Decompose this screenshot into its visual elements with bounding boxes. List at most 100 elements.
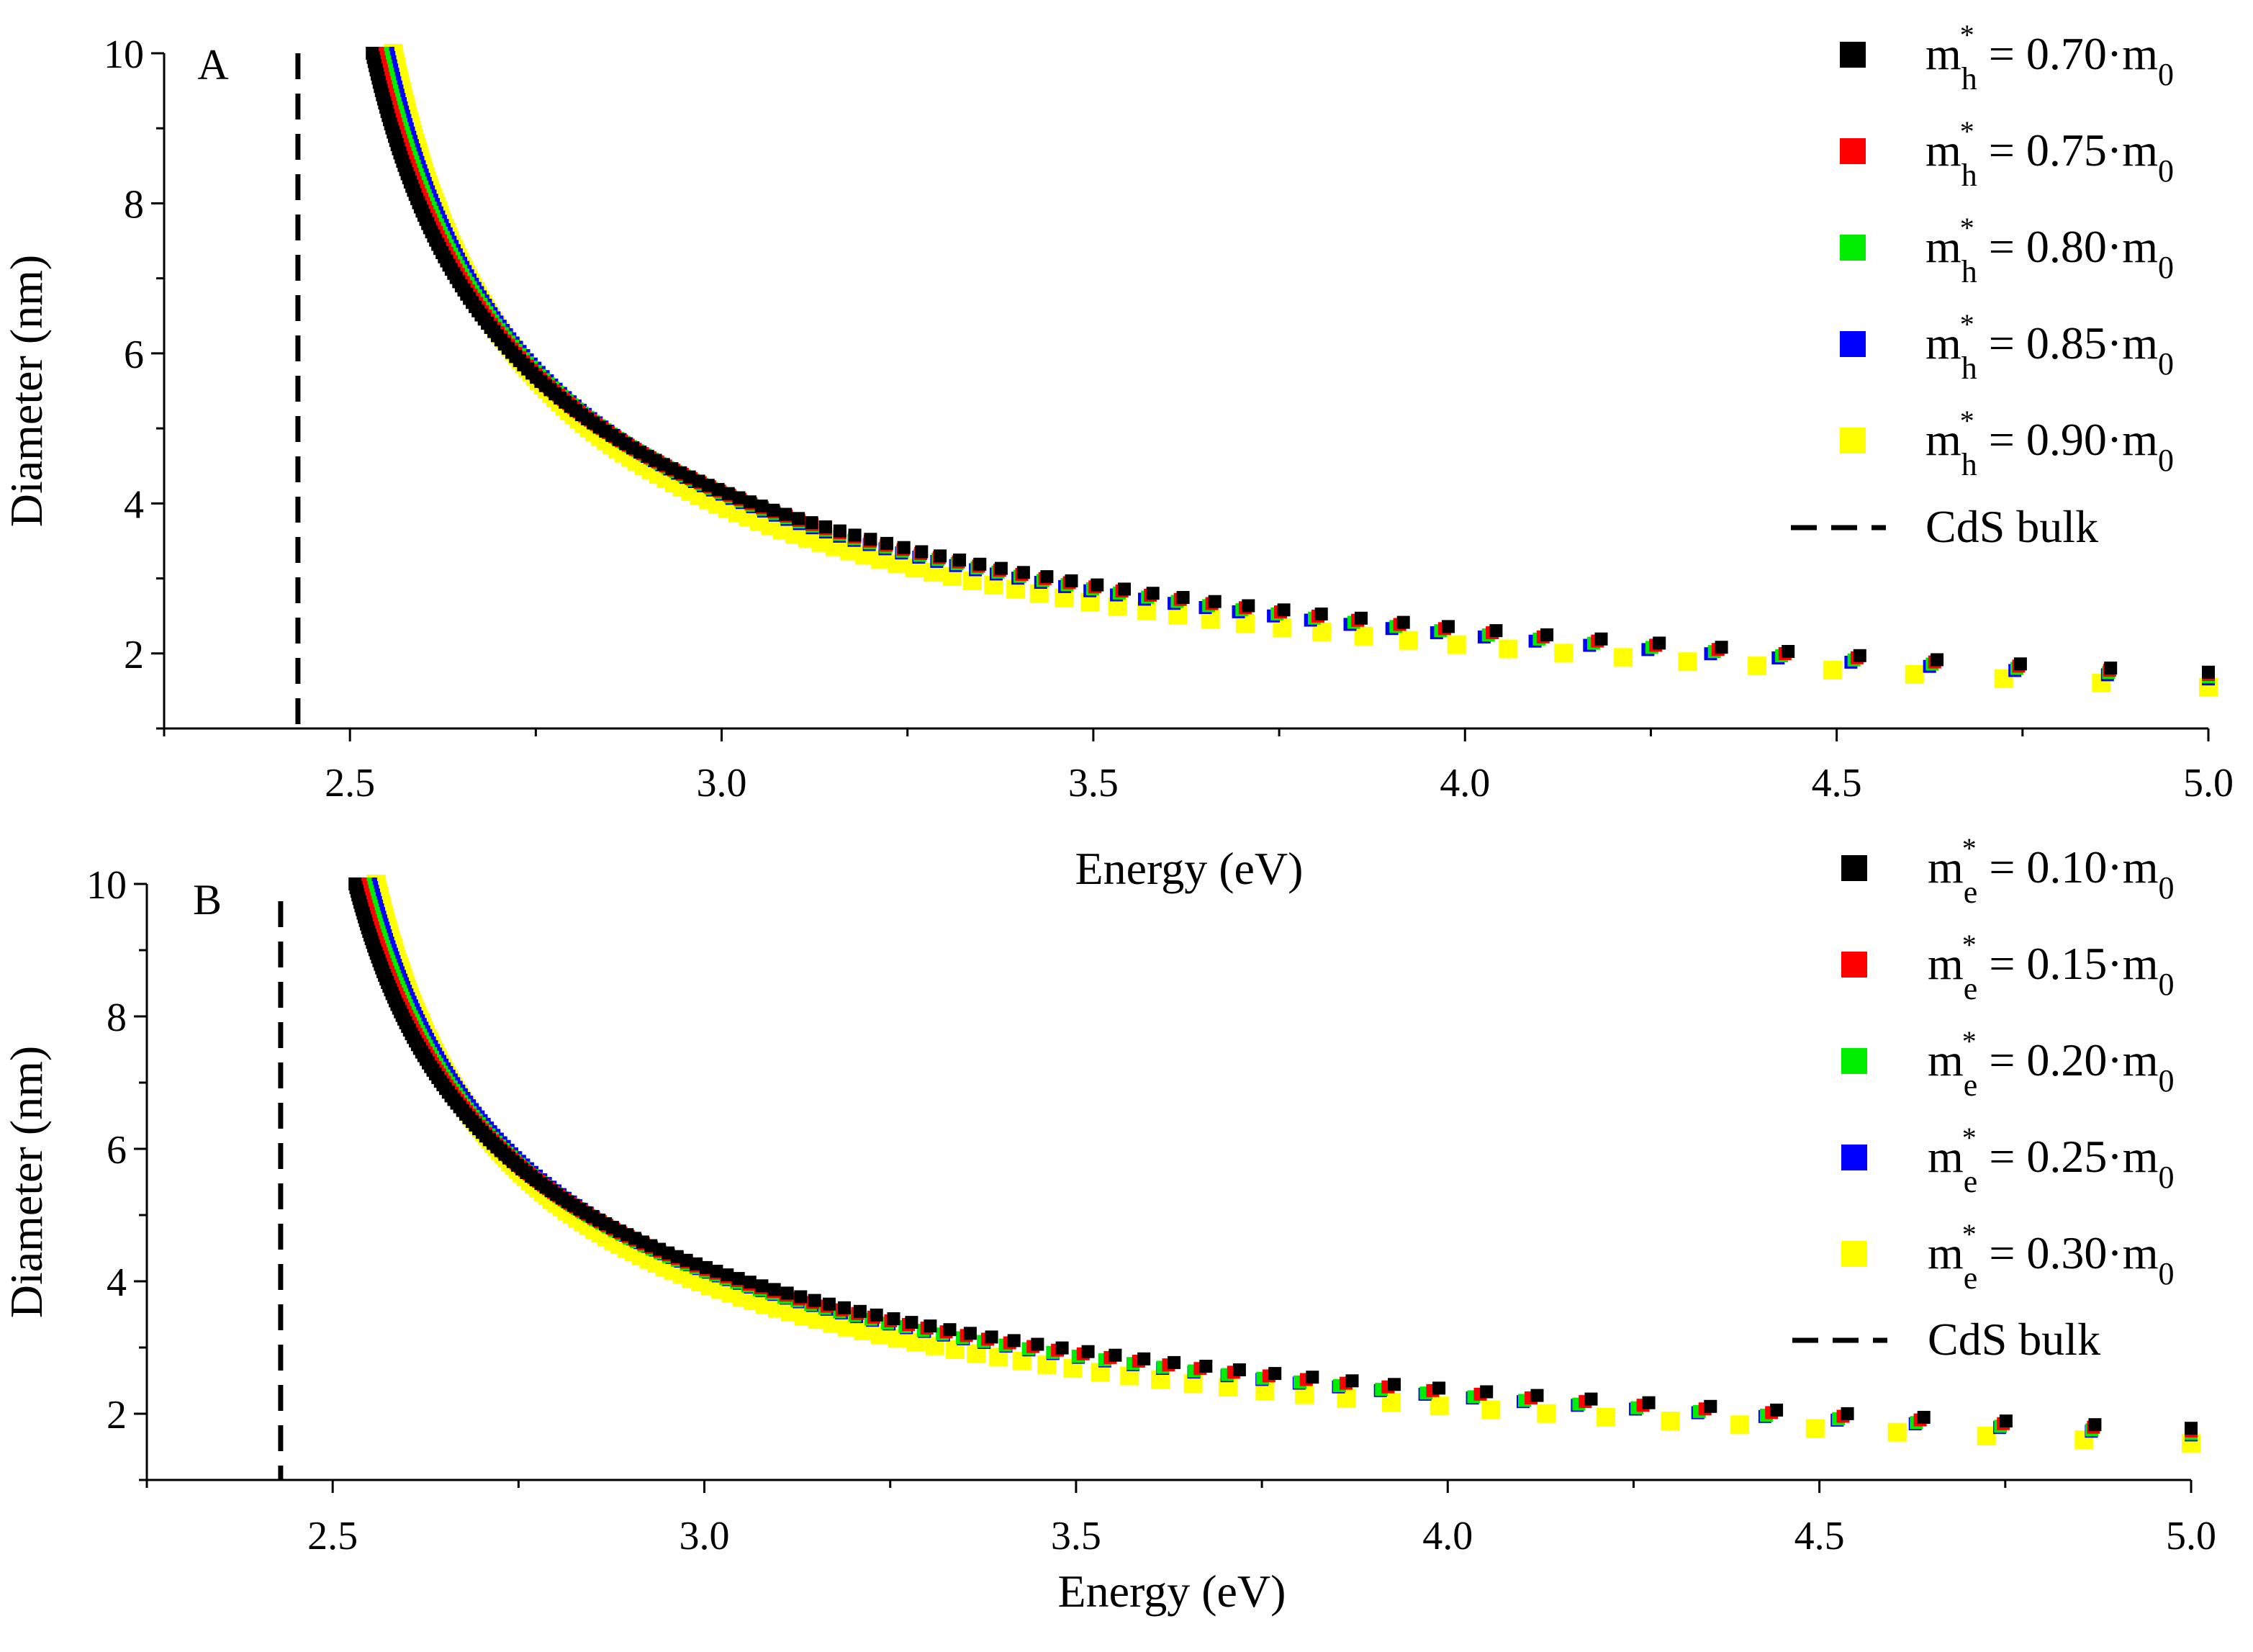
legend-item-bulk: CdS bulk: [1792, 1314, 2100, 1365]
data-point: [864, 533, 877, 546]
data-point: [880, 536, 893, 550]
data-point: [1999, 1414, 2013, 1428]
data-point: [1091, 578, 1104, 592]
y-tick-label: 2: [124, 633, 144, 677]
data-point: [1146, 587, 1160, 600]
data-point: [905, 1316, 918, 1330]
data-point: [1208, 595, 1222, 608]
legend-item-5: m* h = 0.90·m0: [1840, 405, 2174, 482]
data-point: [1887, 1422, 1907, 1442]
data-point: [994, 561, 1008, 575]
data-point: [1905, 664, 1924, 684]
data-point: [1805, 1419, 1825, 1438]
x-tick-label: 4.0: [1422, 1514, 1473, 1558]
series-3-markers: [358, 877, 2198, 1440]
data-point: [1823, 661, 1842, 680]
legend-label: CdS bulk: [1928, 1314, 2100, 1365]
y-tick-label: 6: [107, 1128, 127, 1173]
data-point: [2088, 1418, 2102, 1432]
data-point: [822, 1297, 836, 1311]
y-axis-title: Diameter (nm): [1, 255, 52, 528]
data-point: [792, 512, 805, 525]
legend-item-3: m* e = 0.20·m0: [1841, 1025, 2175, 1103]
data-point: [1782, 645, 1795, 658]
data-point: [848, 528, 862, 542]
data-point: [755, 1279, 769, 1293]
legend-item-2: m* e = 0.15·m0: [1841, 929, 2175, 1006]
series-1-markers: [366, 47, 2215, 679]
data-markers: [366, 44, 2218, 697]
x-axis-title: Energy (eV): [1058, 1566, 1286, 1617]
data-point: [1345, 1374, 1359, 1388]
legend: m* h = 0.70·m0 m* h = 0.75·m0 m* h = 0.80·m0 m…: [1791, 19, 2174, 552]
data-point: [2104, 662, 2118, 675]
data-point: [767, 503, 780, 517]
data-point: [897, 541, 911, 554]
data-point: [1399, 631, 1418, 650]
data-point: [1554, 644, 1574, 663]
data-point: [1537, 1404, 1556, 1423]
legend-label: CdS bulk: [1925, 501, 2098, 552]
data-point: [1242, 599, 1255, 613]
data-point: [1199, 1360, 1213, 1373]
panel-label: A: [197, 41, 228, 89]
data-point: [779, 507, 793, 521]
legend-marker: [1841, 1145, 1867, 1170]
data-point: [1481, 1400, 1501, 1419]
data-point: [690, 1257, 703, 1270]
legend-label: m* e = 0.30·m0: [1928, 1218, 2175, 1296]
legend-label: m* e = 0.20·m0: [1928, 1025, 2175, 1103]
data-point: [1432, 1381, 1446, 1395]
series-2-markers: [353, 877, 2198, 1437]
legend-label: m* h = 0.70·m0: [1925, 19, 2174, 96]
data-point: [1730, 1415, 1750, 1435]
data-point: [973, 557, 987, 571]
legend-marker: [1840, 331, 1866, 357]
legend-item-1: m* e = 0.10·m0: [1841, 832, 2175, 910]
data-point: [701, 479, 715, 492]
data-point: [1118, 582, 1131, 596]
data-point: [963, 1327, 977, 1340]
legend-item-4: m* h = 0.85·m0: [1840, 308, 2174, 386]
x-tick-label: 4.5: [1794, 1514, 1845, 1558]
data-point: [1031, 1337, 1044, 1351]
data-point: [1642, 1396, 1656, 1409]
data-point: [1931, 653, 1944, 667]
data-point: [1355, 611, 1368, 625]
data-point: [794, 1290, 808, 1304]
data-point: [1176, 591, 1190, 604]
data-point: [1917, 1411, 1931, 1424]
data-point: [1065, 574, 1078, 587]
legend-marker: [1840, 235, 1866, 261]
y-tick-label: 6: [124, 333, 144, 377]
data-point: [1306, 1371, 1319, 1384]
y-tick-label: 10: [86, 863, 127, 908]
data-point: [1016, 566, 1030, 579]
legend-label: m* e = 0.10·m0: [1928, 832, 2175, 910]
series-1-markers: [348, 877, 2198, 1435]
x-tick-label: 2.5: [307, 1514, 358, 1558]
data-point: [721, 487, 735, 500]
y-axis-title: Diameter (nm): [1, 1046, 52, 1319]
data-point: [2185, 1422, 2198, 1435]
data-point: [1584, 1392, 1598, 1406]
data-point: [1597, 1407, 1616, 1427]
data-point: [1168, 1355, 1181, 1369]
data-point: [818, 520, 832, 533]
panel-label: B: [193, 876, 222, 924]
data-markers: [348, 875, 2200, 1453]
data-point: [1137, 1352, 1151, 1366]
legend-item-4: m* e = 0.25·m0: [1841, 1121, 2175, 1199]
data-point: [1007, 1334, 1021, 1348]
data-point: [1109, 1348, 1122, 1362]
legend-item-bulk: CdS bulk: [1791, 501, 2098, 552]
data-point: [838, 1301, 851, 1314]
data-point: [1661, 1412, 1680, 1431]
data-point: [1977, 1427, 1996, 1445]
x-tick-label: 5.0: [2183, 761, 2234, 805]
data-point: [1853, 649, 1866, 662]
data-point: [1430, 1396, 1449, 1416]
y-tick-label: 10: [104, 32, 144, 77]
x-tick-label: 4.5: [1812, 761, 1862, 805]
